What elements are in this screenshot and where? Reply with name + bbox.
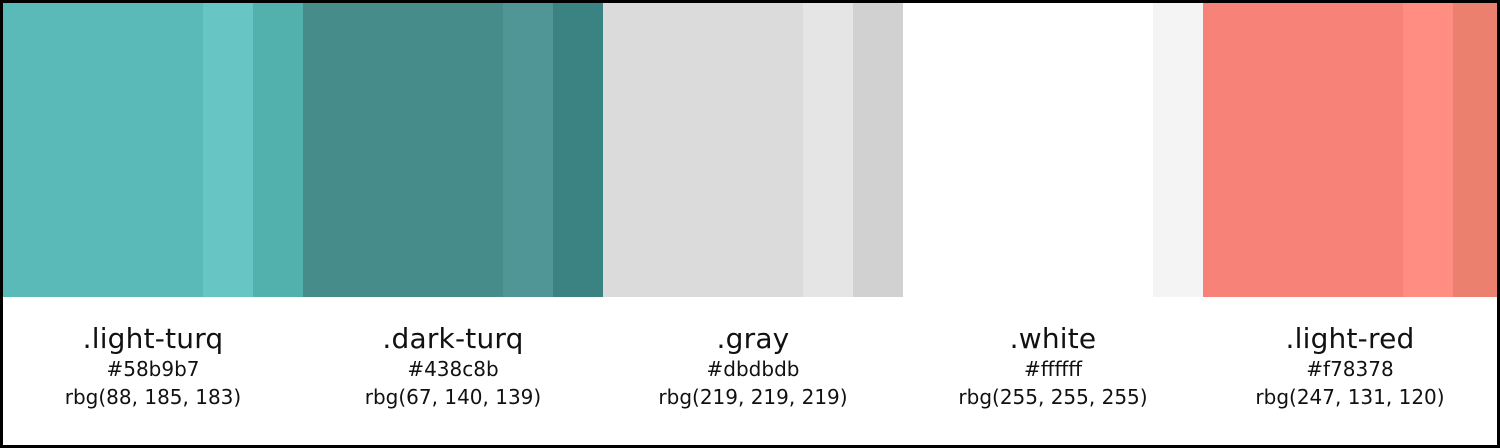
hex-code-label: #f78378 [1306,357,1394,381]
light-shade [503,3,553,297]
class-name-label: .light-turq [82,322,224,355]
class-name-label: .gray [716,322,790,355]
rgb-value-label: rbg(67, 140, 139) [364,385,542,409]
dark-shade [1453,3,1497,297]
swatch-labels: .gray #dbdbdb rbg(219, 219, 219) [603,297,903,445]
light-shade [1403,3,1453,297]
hex-code-label: #58b9b7 [106,357,200,381]
swatch-white: .white #ffffff rbg(255, 255, 255) [903,3,1203,445]
hex-code-label: #438c8b [407,357,499,381]
main-shade [303,3,503,297]
hex-code-label: #ffffff [1023,357,1083,381]
main-shade [3,3,203,297]
swatch-light-red: .light-red #f78378 rbg(247, 131, 120) [1203,3,1497,445]
rgb-value-label: rbg(255, 255, 255) [958,385,1148,409]
light-shade [203,3,253,297]
rgb-value-label: rbg(247, 131, 120) [1255,385,1445,409]
swatch-labels: .dark-turq #438c8b rbg(67, 140, 139) [303,297,603,445]
swatch-gray: .gray #dbdbdb rbg(219, 219, 219) [603,3,903,445]
hex-code-label: #dbdbdb [706,357,800,381]
dark-shade [553,3,603,297]
dark-shade [1153,3,1203,297]
light-shade [1103,3,1153,297]
swatch-light-turq: .light-turq #58b9b7 rbg(88, 185, 183) [3,3,303,445]
class-name-label: .white [1009,322,1097,355]
dark-shade [253,3,303,297]
light-shade [803,3,853,297]
class-name-label: .dark-turq [382,322,524,355]
rgb-value-label: rbg(88, 185, 183) [64,385,242,409]
class-name-label: .light-red [1285,322,1415,355]
dark-shade [853,3,903,297]
main-shade [603,3,803,297]
rgb-value-label: rbg(219, 219, 219) [658,385,848,409]
main-shade [903,3,1103,297]
color-strip [1203,3,1497,297]
main-shade [1203,3,1403,297]
swatch-dark-turq: .dark-turq #438c8b rbg(67, 140, 139) [303,3,603,445]
color-strip [3,3,303,297]
swatch-labels: .light-turq #58b9b7 rbg(88, 185, 183) [3,297,303,445]
swatch-labels: .white #ffffff rbg(255, 255, 255) [903,297,1203,445]
color-strip [303,3,603,297]
swatch-labels: .light-red #f78378 rbg(247, 131, 120) [1203,297,1497,445]
color-strip [603,3,903,297]
color-palette: .light-turq #58b9b7 rbg(88, 185, 183) .d… [3,3,1497,445]
color-strip [903,3,1203,297]
